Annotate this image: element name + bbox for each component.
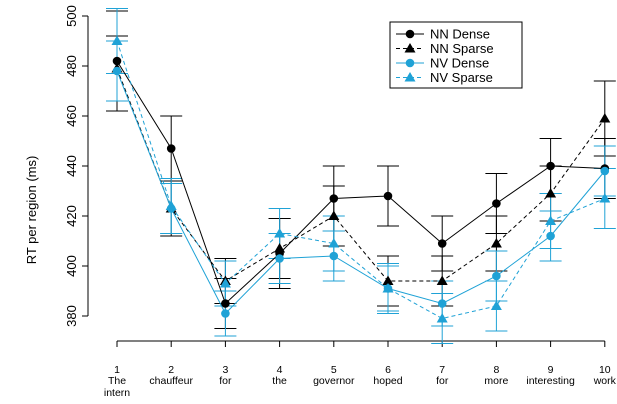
legend-marker xyxy=(405,29,415,39)
y-axis-label: RT per region (ms) xyxy=(24,156,39,265)
data-point xyxy=(329,194,339,203)
data-point xyxy=(112,56,122,66)
data-point xyxy=(328,210,340,220)
data-point xyxy=(599,193,611,203)
legend-marker xyxy=(404,43,416,53)
x-tick-label: for xyxy=(219,375,232,387)
x-tick-number: 10 xyxy=(599,364,611,376)
data-point xyxy=(221,299,230,308)
y-tick-label: 480 xyxy=(64,55,79,77)
x-tick-label: The xyxy=(108,375,126,387)
data-point xyxy=(546,231,555,241)
x-tick-number: 7 xyxy=(439,364,445,376)
data-point xyxy=(436,313,448,323)
x-tick-number: 8 xyxy=(493,364,499,376)
data-point xyxy=(382,283,394,293)
x-tick-label: intern xyxy=(104,387,130,399)
y-tick-label: 440 xyxy=(64,155,79,177)
data-point xyxy=(165,200,177,210)
data-point xyxy=(383,191,393,201)
data-point xyxy=(275,254,284,263)
series-line xyxy=(116,68,606,282)
data-point xyxy=(490,300,502,310)
data-point xyxy=(274,228,286,238)
y-tick-label: 500 xyxy=(64,5,79,27)
x-tick-number: 3 xyxy=(222,364,228,376)
data-point xyxy=(111,35,123,45)
legend-label: NV Dense xyxy=(430,56,489,71)
series-line xyxy=(116,40,605,320)
data-point xyxy=(382,275,394,285)
y-tick-label: 400 xyxy=(64,255,79,277)
data-point xyxy=(219,278,231,288)
x-tick-number: 9 xyxy=(548,364,554,376)
data-point xyxy=(437,299,447,308)
data-point xyxy=(274,243,286,253)
data-point xyxy=(600,166,610,176)
legend-marker xyxy=(404,72,416,82)
data-point xyxy=(112,66,122,76)
data-point xyxy=(492,199,501,208)
error-bars xyxy=(106,8,616,344)
series-lines xyxy=(116,40,606,320)
data-point xyxy=(599,113,611,123)
legend-label: NN Dense xyxy=(430,27,490,42)
data-point xyxy=(221,309,230,318)
x-tick-number: 1 xyxy=(114,364,120,376)
series-line xyxy=(116,60,605,305)
legend-label: NV Sparse xyxy=(430,70,493,85)
x-tick-label: hoped xyxy=(373,375,402,387)
x-tick-label: for xyxy=(436,375,449,387)
data-point xyxy=(492,271,501,281)
y-tick-label: 420 xyxy=(64,205,79,227)
legend-label: NN Sparse xyxy=(430,41,494,56)
x-tick-label: the xyxy=(272,375,287,387)
data-point xyxy=(329,251,339,261)
data-points xyxy=(111,35,611,323)
x-tick-label: work xyxy=(593,375,617,387)
data-point xyxy=(436,275,448,285)
x-tick-number: 6 xyxy=(385,364,391,376)
x-tick-number: 2 xyxy=(168,364,174,376)
y-tick-label: 380 xyxy=(64,305,79,327)
data-point xyxy=(546,161,555,171)
data-point xyxy=(545,188,557,198)
series-line xyxy=(116,70,606,315)
x-tick-label: more xyxy=(484,375,508,387)
data-point xyxy=(490,238,502,248)
x-tick-number: 5 xyxy=(331,364,337,376)
y-tick-label: 460 xyxy=(64,105,79,127)
data-point xyxy=(328,238,340,248)
x-tick-label: governor xyxy=(313,375,355,387)
legend-marker xyxy=(405,58,415,68)
data-point xyxy=(166,144,176,153)
x-tick-number: 4 xyxy=(277,364,283,376)
x-tick-label: chauffeur xyxy=(149,375,193,387)
data-point xyxy=(437,239,447,248)
data-point xyxy=(545,215,557,225)
x-tick-label: interesting xyxy=(526,375,575,387)
